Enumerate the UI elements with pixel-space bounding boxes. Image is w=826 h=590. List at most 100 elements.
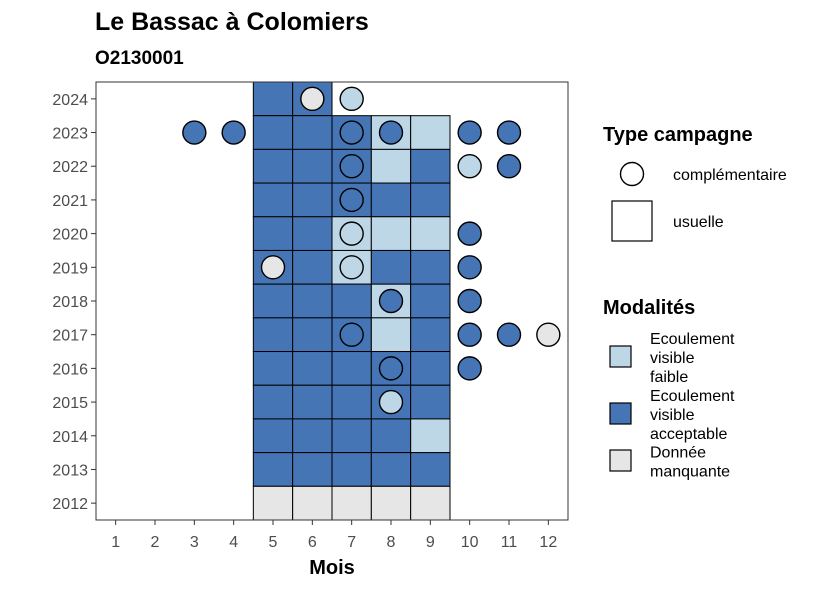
tile-usuelle [410, 418, 451, 454]
tile-usuelle [252, 452, 294, 487]
tile-usuelle [292, 485, 333, 521]
tile-usuelle [370, 485, 412, 521]
legend-key-fill [609, 345, 632, 368]
point-complementaire [182, 120, 207, 145]
y-tick-label: 2019 [52, 260, 88, 277]
point-complementaire [496, 154, 522, 179]
point-complementaire [496, 322, 522, 347]
tile-usuelle [331, 384, 372, 420]
x-tick-label: 6 [308, 534, 317, 551]
y-tick-label: 2016 [52, 361, 88, 378]
legend: Type campagne complémentaire usuelle Moda… [603, 124, 787, 481]
tile-usuelle [252, 283, 294, 319]
tile-usuelle [292, 418, 333, 454]
legend-label-fill: Ecoulement visible faible [650, 331, 735, 386]
tile-usuelle [292, 148, 333, 184]
legend-label-fill: Donnée manquante [650, 445, 730, 481]
tile-usuelle [292, 249, 333, 285]
point-complementaire [339, 120, 364, 145]
tile-usuelle [410, 384, 451, 420]
tile-usuelle [252, 148, 294, 184]
point-complementaire [339, 255, 364, 280]
point-complementaire [536, 322, 561, 347]
legend-key-square [611, 200, 653, 242]
tile-usuelle [410, 452, 451, 487]
tile-usuelle [370, 216, 412, 251]
tile-usuelle [410, 115, 451, 150]
tile-usuelle [410, 351, 451, 386]
y-tick-label: 2017 [52, 328, 88, 345]
point-complementaire [378, 120, 404, 145]
x-tick-label: 11 [501, 534, 518, 551]
tile-usuelle [252, 115, 294, 150]
tile-usuelle [410, 182, 451, 218]
tile-usuelle [292, 283, 333, 319]
tile-usuelle [252, 182, 294, 218]
y-tick-label: 2014 [52, 429, 88, 446]
point-complementaire [457, 322, 482, 347]
point-complementaire [339, 86, 364, 112]
legend-key-fill [609, 449, 632, 472]
tile-usuelle [331, 351, 372, 386]
chart-subtitle: O2130001 [95, 48, 184, 69]
tile-usuelle [292, 317, 333, 353]
tile-usuelle [410, 485, 451, 521]
y-tick-label: 2012 [52, 496, 88, 513]
legend-fill-title: Modalités [603, 297, 695, 319]
tile-usuelle [292, 182, 333, 218]
tile-usuelle [292, 216, 333, 251]
point-layer [182, 86, 561, 415]
y-tick-label: 2021 [52, 193, 88, 210]
point-complementaire [378, 389, 404, 415]
x-tick-label: 3 [190, 534, 199, 551]
tile-usuelle [410, 216, 451, 251]
x-axis-title: Mois [309, 557, 355, 579]
tile-usuelle [410, 317, 451, 353]
tile-usuelle [252, 485, 294, 521]
legend-label-fill: Ecoulement visible acceptable [650, 388, 735, 443]
tile-usuelle [252, 216, 294, 251]
tile-usuelle [331, 485, 372, 521]
y-tick-label: 2013 [52, 462, 88, 479]
x-tick-label: 8 [387, 534, 396, 551]
legend-shape-title: Type campagne [603, 124, 753, 146]
legend-label-type: complémentaire [673, 167, 787, 184]
tile-usuelle [252, 81, 294, 117]
point-complementaire [457, 288, 482, 314]
tile-usuelle [252, 317, 294, 353]
tile-usuelle [370, 452, 412, 487]
point-complementaire [378, 288, 404, 314]
tile-usuelle [410, 249, 451, 285]
y-tick-label: 2023 [52, 126, 88, 143]
tile-usuelle [252, 418, 294, 454]
x-tick-label: 10 [461, 534, 479, 551]
x-tick-label: 2 [151, 534, 160, 551]
tile-usuelle [370, 317, 412, 353]
y-tick-label: 2015 [52, 395, 88, 412]
y-tick-label: 2018 [52, 294, 88, 311]
x-tick-label: 4 [229, 534, 238, 551]
tile-usuelle [331, 418, 372, 454]
tile-usuelle [370, 148, 412, 184]
tile-usuelle [370, 182, 412, 218]
legend-key-fill [609, 402, 632, 425]
tile-usuelle [410, 148, 451, 184]
tile-usuelle [292, 384, 333, 420]
tile-usuelle [292, 452, 333, 487]
point-complementaire [339, 221, 364, 246]
chart-title: Le Bassac à Colomiers [95, 8, 369, 36]
x-axis: 1 2 3 4 5 6 7 8 9 10 11 12 [111, 520, 557, 551]
tile-usuelle [410, 283, 451, 319]
tile-usuelle [370, 418, 412, 454]
point-complementaire [496, 120, 522, 145]
point-complementaire [300, 86, 325, 112]
point-complementaire [457, 154, 482, 179]
x-tick-label: 9 [426, 534, 435, 551]
x-tick-label: 7 [347, 534, 356, 551]
tile-usuelle [292, 115, 333, 150]
point-complementaire [339, 322, 364, 347]
point-complementaire [378, 356, 404, 381]
legend-label-type: usuelle [673, 214, 724, 231]
y-tick-label: 2024 [52, 92, 88, 109]
